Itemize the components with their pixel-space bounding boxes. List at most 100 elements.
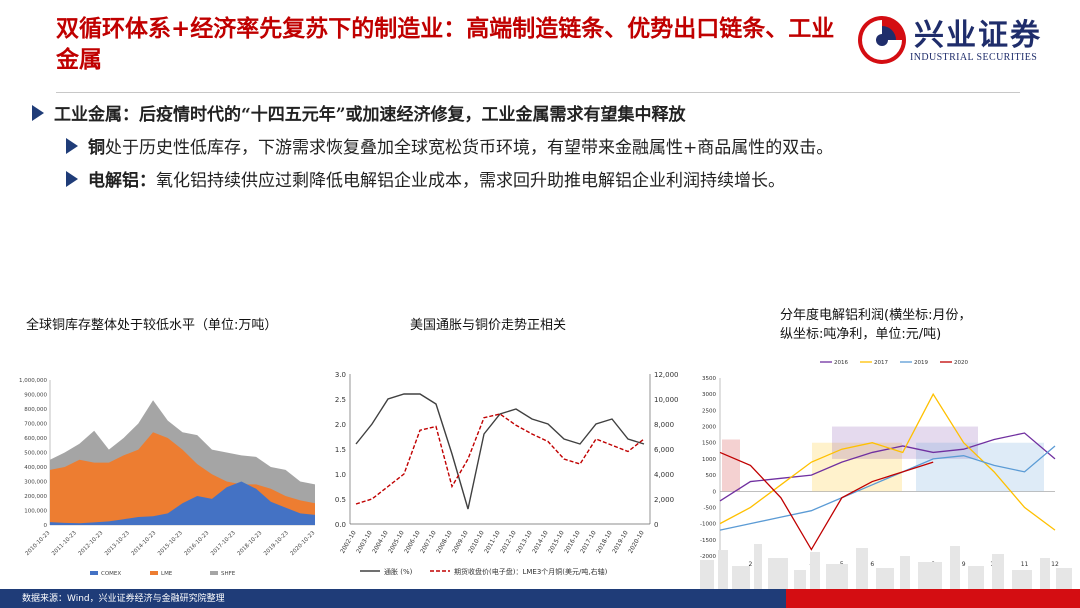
bullet-text: 处于历史性低库存，下游需求恢复叠加全球宽松货币环境，有望带来金融属性+商品属性的…: [105, 138, 834, 158]
y-right-tick-label: 6,000: [654, 446, 674, 454]
y-tick-label: 0: [713, 489, 717, 495]
bullet-main: 工业金属： 后疫情时代的“十四五元年”或加速经济修复，工业金属需求有望集中释放: [32, 100, 686, 125]
x-tick-label: 2017-10-23: [210, 530, 237, 557]
legend-label: 通胀 (%): [384, 567, 413, 576]
x-tick-label: 2020-10: [627, 529, 646, 554]
bullet-text: 氧化铝持续供应过剩降低电解铝企业成本，需求回升助推电解铝企业利润持续增长。: [156, 171, 785, 191]
y-tick-label: 900,000: [24, 393, 47, 399]
logo-name: 兴业证券: [914, 18, 1042, 53]
y-right-tick-label: 4,000: [654, 471, 674, 479]
x-tick-label: 2013-10-23: [104, 530, 131, 557]
legend-label: LME: [161, 571, 173, 577]
x-tick-label: 2012-10-23: [78, 530, 105, 557]
bullet-label: 工业金属：: [54, 105, 139, 125]
bullet-label: 电解铝：: [88, 171, 156, 191]
chart3-title: 分年度电解铝利润(横坐标:月份， 纵坐标:吨净利，单位:元/吨): [780, 306, 971, 344]
series-area-comex: [50, 481, 315, 525]
x-tick-label: 2019-10-23: [263, 530, 290, 557]
y-tick-label: -2000: [700, 554, 716, 560]
skyline-decoration: [700, 544, 1072, 589]
x-tick-label: 2020-10-23: [290, 530, 317, 557]
arrow-icon: [66, 137, 78, 154]
chart3-title-line1: 分年度电解铝利润(横坐标:月份，: [780, 308, 972, 323]
legend-swatch: [90, 571, 98, 575]
highlight-band: [812, 442, 902, 492]
x-tick-label: 9: [962, 561, 966, 568]
y-right-tick-label: 2,000: [654, 496, 674, 504]
y-tick-label: 1000: [702, 457, 716, 463]
highlight-band: [722, 439, 740, 492]
y-tick-label: 500,000: [24, 451, 47, 457]
legend-label: 2020: [954, 360, 968, 366]
footer-source: 数据来源：Wind，兴业证券经济与金融研究院整理: [22, 594, 225, 604]
x-tick-label: 2018-10-23: [237, 530, 264, 557]
x-tick-label: 2016-10-23: [184, 530, 211, 557]
y-tick-label: 0: [44, 523, 48, 529]
logo-icon: [858, 16, 906, 64]
x-tick-label: 2010-10-23: [25, 530, 52, 557]
y-left-tick-label: 1.0: [335, 471, 346, 479]
y-tick-label: 800,000: [24, 407, 47, 413]
x-tick-label: 2014-10-23: [131, 530, 158, 557]
y-tick-label: -1000: [700, 522, 716, 528]
chart2-title: 美国通胀与铜价走势正相关: [410, 318, 567, 333]
y-tick-label: 2500: [702, 408, 716, 414]
y-tick-label: 500: [706, 473, 717, 479]
footer-accent: [786, 589, 1080, 608]
legend-swatch: [150, 571, 158, 575]
y-left-tick-label: 2.0: [335, 421, 346, 429]
series-line-2017: [719, 392, 1056, 531]
x-tick-label: 2011-10-23: [51, 530, 78, 557]
series-line: [355, 413, 645, 505]
y-tick-label: 400,000: [24, 465, 47, 471]
y-right-tick-label: 0: [654, 521, 658, 529]
y-tick-label: 3000: [702, 392, 716, 398]
y-left-tick-label: 0.0: [335, 521, 346, 529]
bullet-copper: 铜 处于历史性低库存，下游需求恢复叠加全球宽松货币环境，有望带来金融属性+商品属…: [66, 133, 833, 158]
highlight-band: [832, 426, 978, 459]
y-tick-label: 1500: [702, 441, 716, 447]
y-right-tick-label: 8,000: [654, 421, 674, 429]
legend-label: SHFE: [221, 571, 236, 577]
y-left-tick-label: 2.5: [335, 396, 346, 404]
logo-subtitle: INDUSTRIAL SECURITIES: [910, 52, 1038, 63]
y-tick-label: 2000: [702, 425, 716, 431]
y-tick-label: -1500: [700, 538, 716, 544]
y-tick-label: 200,000: [24, 494, 47, 500]
copper-inventory-chart: 1,000,000 900,000 800,000 700,000 600,000 500…: [19, 378, 317, 577]
y-left-tick-label: 3.0: [335, 371, 346, 379]
highlight-band: [916, 442, 1044, 492]
legend-label: 期货收盘价(电子盘)：LME3个月铜(美元/吨,右轴): [454, 567, 608, 576]
series-line-2016: [719, 432, 1056, 502]
legend-label: COMEX: [101, 571, 121, 577]
chart3-title-line2: 纵坐标:吨净利，单位:元/吨): [780, 327, 942, 342]
arrow-icon: [66, 170, 78, 187]
x-tick-label: 12: [1051, 561, 1059, 568]
header-divider: [56, 92, 1020, 93]
bullet-aluminum: 电解铝： 氧化铝持续供应过剩降低电解铝企业成本，需求回升助推电解铝企业利润持续增…: [66, 166, 785, 191]
legend-swatch: [210, 571, 218, 575]
y-right-tick-label: 12,000: [654, 371, 679, 379]
y-tick-label: 3500: [702, 376, 716, 382]
y-tick-label: 1,000,000: [19, 378, 47, 384]
x-tick-label: 2015-10-23: [157, 530, 184, 557]
y-tick-label: 700,000: [24, 422, 47, 428]
y-left-tick-label: 1.5: [335, 446, 346, 454]
y-tick-label: 300,000: [24, 480, 47, 486]
y-left-tick-label: 0.5: [335, 496, 346, 504]
legend-label: 2017: [874, 360, 888, 366]
y-right-tick-label: 10,000: [654, 396, 679, 404]
y-tick-label: -500: [704, 505, 717, 511]
series-line: [355, 393, 645, 510]
y-tick-label: 600,000: [24, 436, 47, 442]
x-tick-label: 6: [870, 561, 874, 568]
y-tick-label: 100,000: [24, 509, 47, 515]
inflation-copper-chart: 3.0 2.5 2.0 1.5 1.0 0.5 0.0 12,000 10,000 8,000 6,…: [335, 371, 679, 576]
series-line-2020: [719, 451, 934, 551]
x-tick-label: 2: [749, 561, 753, 568]
bullet-text: 后疫情时代的“十四五元年”或加速经济修复，工业金属需求有望集中释放: [139, 105, 686, 125]
legend-label: 2016: [834, 360, 848, 366]
series-line-2019: [719, 445, 1056, 531]
x-tick-label: 11: [1021, 561, 1029, 568]
bullet-label: 铜: [88, 138, 105, 158]
